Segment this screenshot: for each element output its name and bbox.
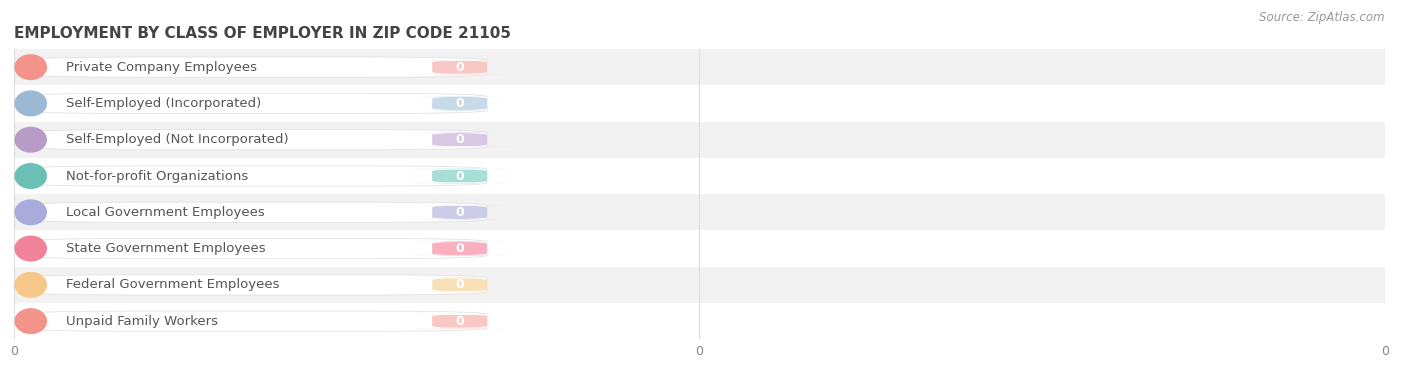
FancyBboxPatch shape xyxy=(21,202,486,222)
Text: State Government Employees: State Government Employees xyxy=(66,242,266,255)
Text: 0: 0 xyxy=(456,315,464,328)
Bar xyxy=(14,230,1385,267)
Text: Self-Employed (Not Incorporated): Self-Employed (Not Incorporated) xyxy=(66,133,288,146)
Text: Source: ZipAtlas.com: Source: ZipAtlas.com xyxy=(1260,11,1385,24)
FancyBboxPatch shape xyxy=(398,96,522,111)
Text: 0: 0 xyxy=(456,133,464,146)
Text: Local Government Employees: Local Government Employees xyxy=(66,206,264,219)
Bar xyxy=(14,303,1385,339)
Text: EMPLOYMENT BY CLASS OF EMPLOYER IN ZIP CODE 21105: EMPLOYMENT BY CLASS OF EMPLOYER IN ZIP C… xyxy=(14,26,510,41)
Text: 0: 0 xyxy=(456,206,464,219)
Text: Self-Employed (Incorporated): Self-Employed (Incorporated) xyxy=(66,97,262,110)
Ellipse shape xyxy=(14,236,46,262)
Bar xyxy=(14,158,1385,194)
FancyBboxPatch shape xyxy=(398,132,522,147)
Bar xyxy=(14,194,1385,230)
FancyBboxPatch shape xyxy=(398,169,522,183)
FancyBboxPatch shape xyxy=(398,314,522,328)
Ellipse shape xyxy=(14,90,46,116)
Bar xyxy=(14,49,1385,85)
Bar xyxy=(14,121,1385,158)
FancyBboxPatch shape xyxy=(398,205,522,219)
FancyBboxPatch shape xyxy=(21,166,486,186)
FancyBboxPatch shape xyxy=(21,275,486,295)
Text: Private Company Employees: Private Company Employees xyxy=(66,61,257,74)
Text: 0: 0 xyxy=(456,278,464,291)
FancyBboxPatch shape xyxy=(21,93,486,113)
FancyBboxPatch shape xyxy=(21,57,486,77)
FancyBboxPatch shape xyxy=(21,239,486,259)
Bar xyxy=(14,85,1385,121)
Ellipse shape xyxy=(14,308,46,334)
Text: Not-for-profit Organizations: Not-for-profit Organizations xyxy=(66,170,249,182)
FancyBboxPatch shape xyxy=(398,277,522,292)
Ellipse shape xyxy=(14,54,46,80)
Text: 0: 0 xyxy=(456,170,464,182)
Text: Unpaid Family Workers: Unpaid Family Workers xyxy=(66,315,218,328)
Text: 0: 0 xyxy=(456,242,464,255)
Text: 0: 0 xyxy=(456,61,464,74)
FancyBboxPatch shape xyxy=(21,130,486,150)
Bar xyxy=(14,267,1385,303)
Ellipse shape xyxy=(14,127,46,153)
Text: Federal Government Employees: Federal Government Employees xyxy=(66,278,280,291)
Ellipse shape xyxy=(14,163,46,189)
Text: 0: 0 xyxy=(456,97,464,110)
Ellipse shape xyxy=(14,199,46,225)
FancyBboxPatch shape xyxy=(398,60,522,74)
Ellipse shape xyxy=(14,272,46,298)
FancyBboxPatch shape xyxy=(21,311,486,331)
FancyBboxPatch shape xyxy=(398,241,522,256)
